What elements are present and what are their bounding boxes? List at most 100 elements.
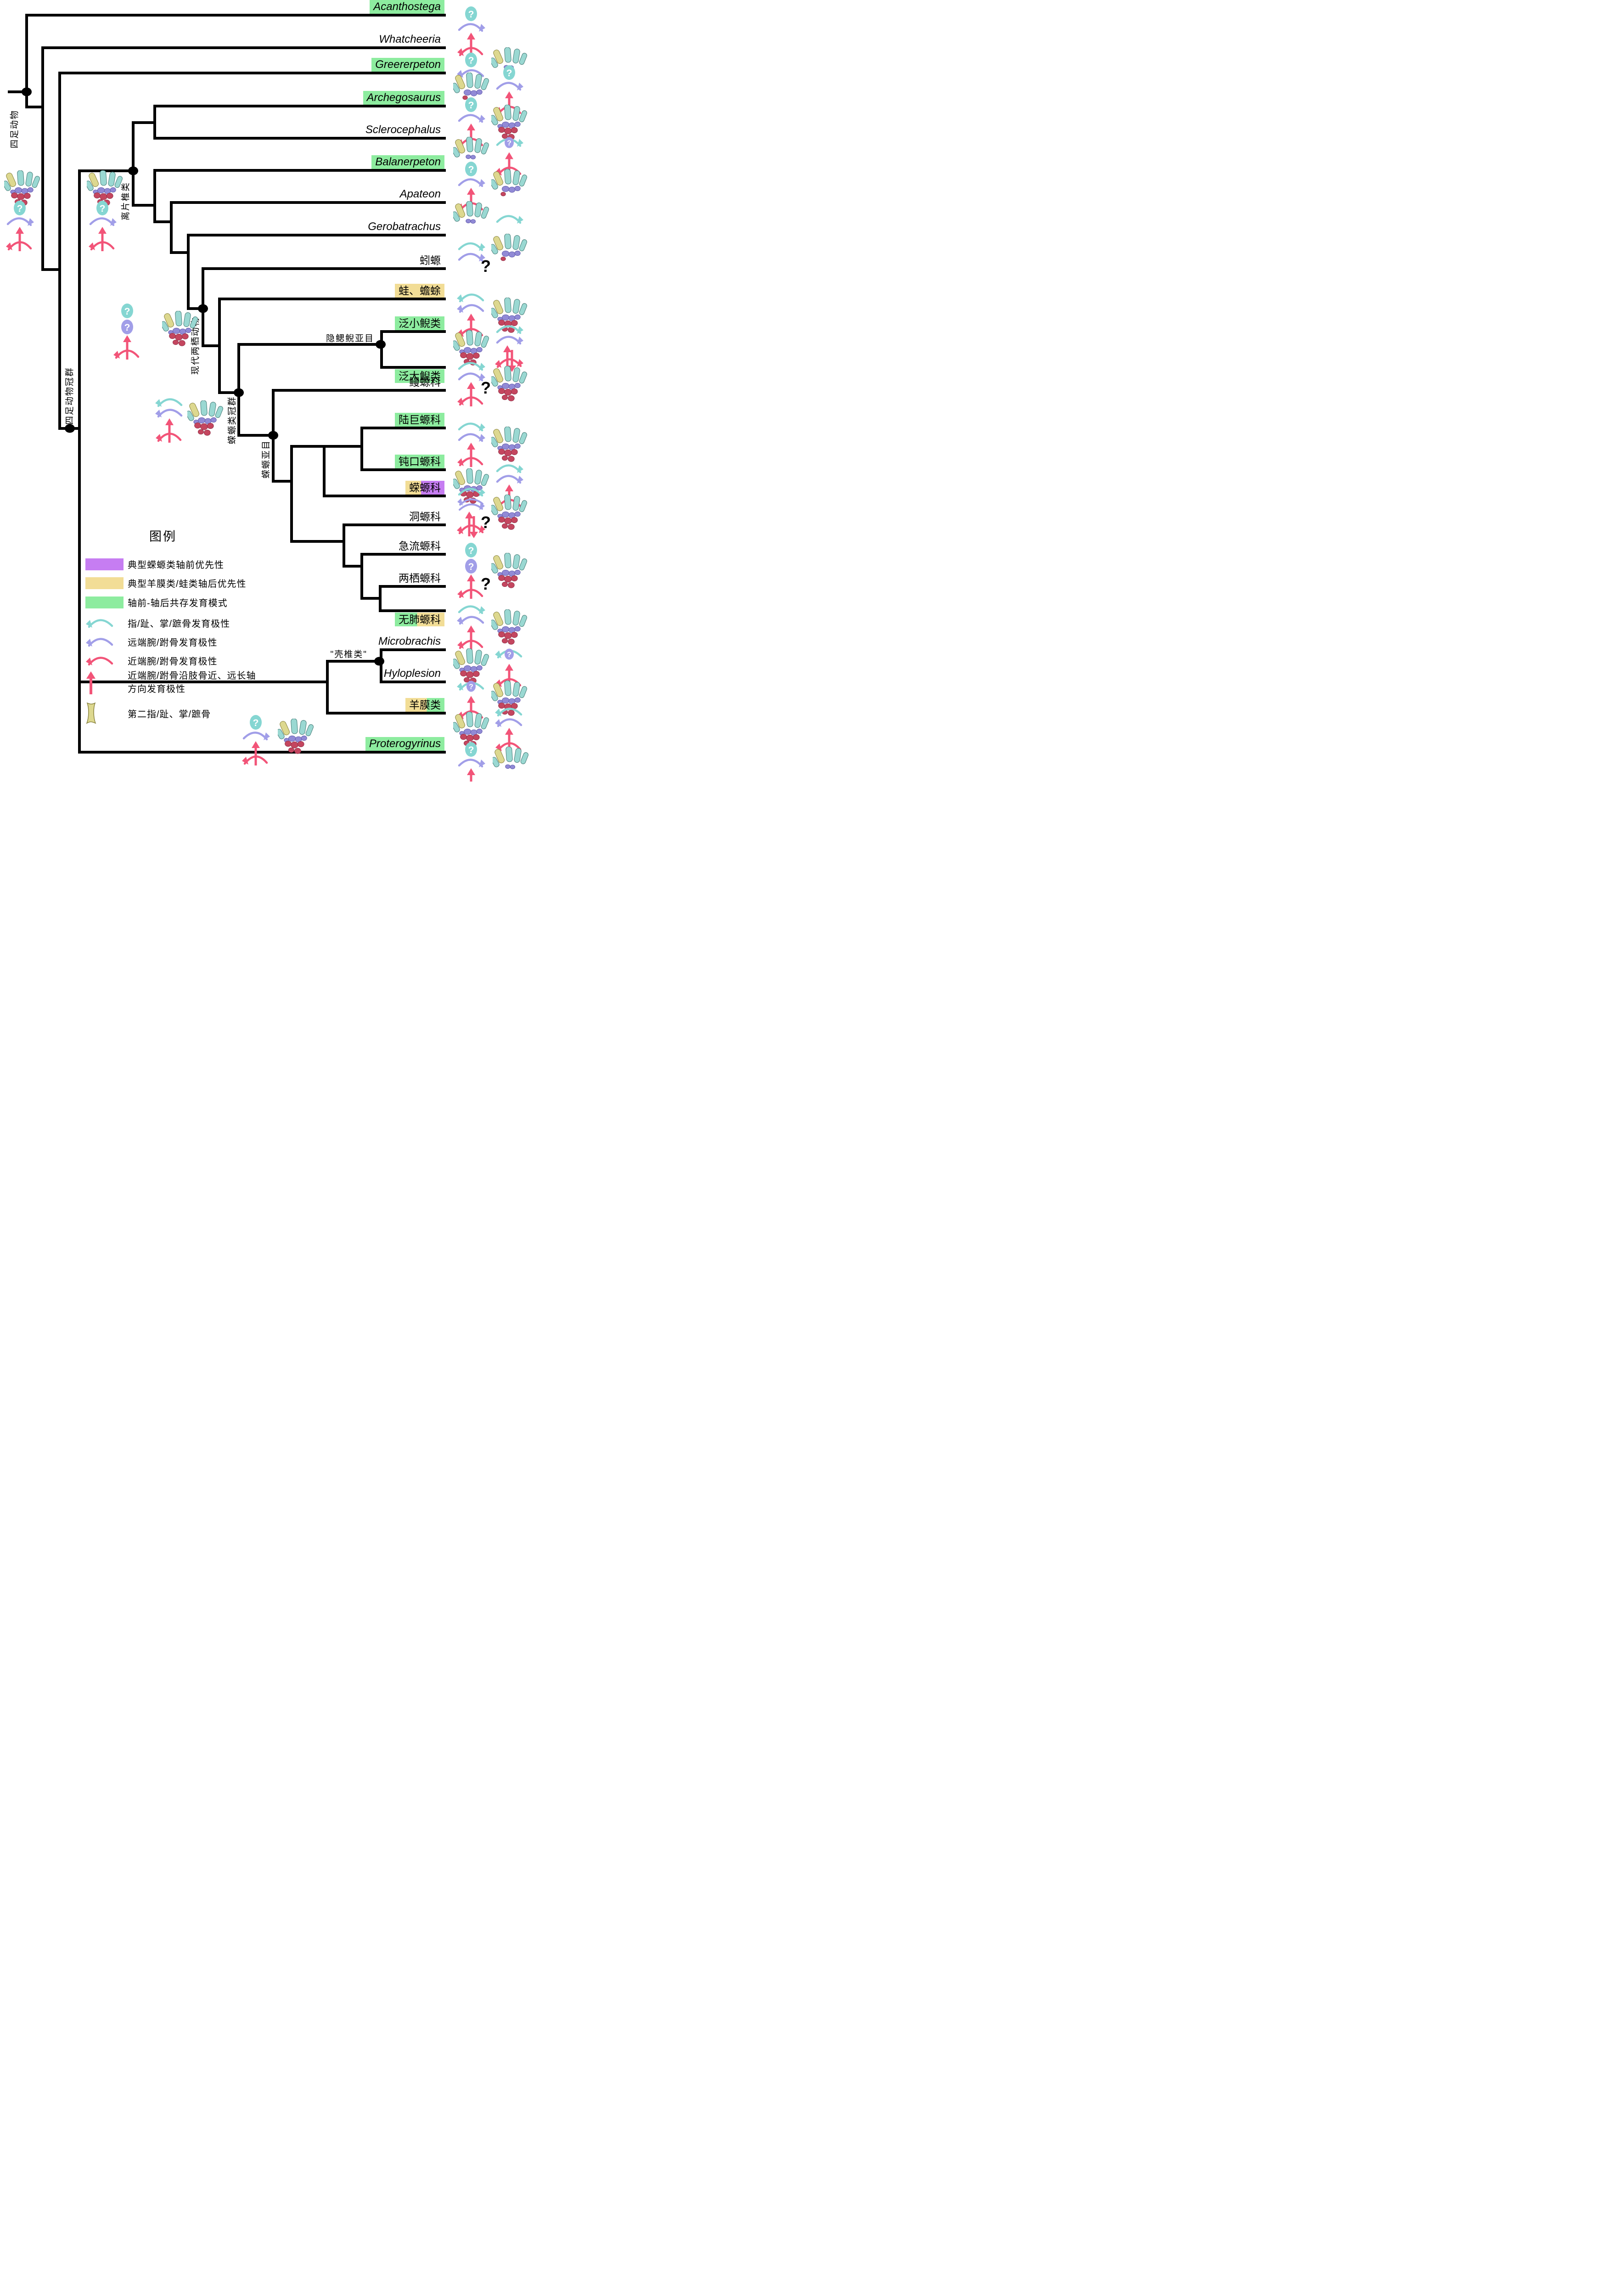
legend-item-label: 指/趾、掌/蹠骨发育极性 (128, 619, 230, 629)
limb-bones-icon (491, 681, 527, 716)
polarity-arrows-icon (155, 397, 184, 443)
taxon-label-rhyacotritonidae: 急流螈科 (399, 540, 441, 552)
polarity-arrows-icon (494, 214, 524, 224)
taxon-label-salamandridae: 蝾螈科 (405, 481, 444, 495)
limb-bones-icon (453, 648, 489, 684)
polarity-arrows-icon: ? (456, 6, 486, 57)
polarity-arrows-icon: ? (456, 52, 486, 79)
polarity-arrows-icon (456, 604, 486, 650)
legend-item-label: 远端腕/跗骨发育极性 (128, 638, 218, 648)
limb-bones-icon (491, 234, 527, 270)
svg-text:?: ? (468, 562, 474, 572)
purple-swatch-icon (85, 558, 128, 570)
legend-item: 第二指/趾、掌/蹠骨 (85, 702, 211, 725)
polarity-arrows-icon (456, 422, 486, 467)
taxon-label-apateon: Apateon (399, 188, 441, 200)
taxon-label-sclerocephalus: Sclerocephalus (365, 124, 441, 136)
legend-item: 远端腕/跗骨发育极性 (85, 635, 218, 648)
legend-item: 典型羊膜类/蛙类轴后优先性 (85, 576, 247, 590)
legend-item: 近端腕/跗骨发育极性 (85, 654, 218, 667)
taxon-label-ambystomatidae: 钝口螈科 (395, 455, 444, 468)
taxon-label-pan-hynobiids: 泛小鲵类 (395, 316, 444, 330)
taxon-label-acanthostega: Acanthostega (370, 0, 444, 14)
svg-text:?: ? (124, 322, 130, 333)
taxon-label-gerobatrachus: Gerobatrachus (368, 220, 441, 233)
taxon-label-frogs-toads: 蛙、蟾蜍 (395, 284, 444, 298)
limb-bones-icon (453, 330, 489, 366)
clade-label-urodele-crown: 蝾螈类冠群 (227, 396, 237, 445)
green-swatch-icon (85, 596, 128, 608)
second-digit-bone-icon (85, 702, 128, 725)
polarity-arrows-icon: ? (456, 742, 486, 782)
taxon-label-balanerpeton: Balanerpeton (371, 155, 444, 169)
legend-item: 近端腕/跗骨沿肢骨近、远长轴 方向发育极性 (85, 670, 256, 696)
yellow-swatch-icon (85, 577, 128, 589)
taxon-label-archegosaurus: Archegosaurus (363, 91, 444, 105)
svg-text:?: ? (507, 651, 511, 659)
svg-text:?: ? (469, 683, 473, 691)
svg-text:?: ? (124, 306, 130, 317)
polarity-arrows-icon: ?? (456, 542, 486, 599)
legend-title: 图例 (149, 529, 177, 544)
pink-arc-arrow-icon (85, 656, 128, 666)
cyan-arc-arrow-icon (85, 618, 128, 628)
svg-text:?: ? (468, 745, 474, 755)
limb-bones-icon (187, 400, 223, 436)
question-mark: ? (481, 257, 491, 276)
legend-item-label: 第二指/趾、掌/蹠骨 (128, 709, 211, 720)
polarity-arrows-icon (494, 707, 524, 753)
polarity-arrows-icon (456, 242, 486, 262)
limb-bones-icon (278, 719, 314, 754)
limb-bones-icon (491, 553, 527, 589)
limb-bones-icon (87, 170, 123, 206)
clade-label-salamandroidea: 蝾螈亚目 (261, 439, 271, 479)
question-mark: ? (481, 574, 491, 593)
polarity-arrows-icon (456, 487, 486, 538)
limb-bones-icon (491, 169, 527, 205)
node-dot-salamandroidea (268, 431, 278, 440)
polarity-arrows-icon: ? (5, 200, 34, 252)
legend-item: 轴前-轴后共存发育模式 (85, 596, 228, 609)
polarity-arrows-icon (456, 361, 486, 407)
taxon-label-amniotes: 羊膜类 (405, 698, 444, 712)
limb-bones-icon (491, 495, 527, 530)
limb-bones-icon (491, 609, 527, 645)
pink-up-arrow-icon (85, 671, 128, 694)
taxon-label-hyloplesion: Hyloplesion (383, 667, 441, 680)
limb-bones-icon (491, 427, 527, 462)
purple-arc-arrow-icon (85, 637, 128, 647)
polarity-arrows-icon (494, 324, 524, 372)
node-dot-lissamphibia (198, 304, 208, 313)
polarity-arrows-icon: ? (241, 715, 270, 766)
polarity-arrows-icon: ? (494, 644, 524, 689)
polarity-arrows-icon: ?? (112, 303, 142, 360)
clade-label-cryptobranchoidea: 隐鳃鲵亚目 (326, 334, 374, 343)
legend-item-label: 轴前-轴后共存发育模式 (128, 598, 228, 608)
taxon-label-dicamptodontidae: 陆巨螈科 (395, 413, 444, 427)
svg-text:?: ? (468, 56, 474, 66)
polarity-arrows-icon: ? (88, 200, 117, 252)
limb-bones-icon (453, 137, 489, 173)
limb-bones-icon (162, 311, 198, 347)
svg-text:?: ? (468, 164, 474, 175)
question-mark: ? (481, 378, 491, 397)
clade-label-lepospondyli: "壳椎类" (330, 650, 367, 659)
limb-bones-icon (493, 747, 528, 782)
legend-item-label: 近端腕/跗骨发育极性 (128, 657, 218, 667)
limb-bones-icon (453, 712, 489, 748)
node-dot-tetrapoda (22, 87, 32, 96)
polarity-arrows-icon (456, 293, 486, 338)
taxon-label-microbrachis: Microbrachis (378, 635, 441, 647)
limb-bones-icon (491, 105, 527, 141)
taxon-label-proterogyrinus: Proterogyrinus (365, 737, 444, 751)
limb-bones-icon (453, 201, 489, 237)
svg-text:?: ? (17, 203, 23, 214)
taxon-label-plethodontidae: 无肺螈科 (395, 613, 444, 626)
phylogeny-figure: 四足动物 离片椎类 现代两栖动物 四足动物冠群 蝾螈类冠群 蝾螈亚目 隐鳃鲵亚目… (0, 0, 536, 782)
svg-text:?: ? (507, 140, 511, 147)
polarity-arrows-icon: ? (494, 133, 524, 177)
svg-text:?: ? (468, 546, 474, 556)
node-dot-lepospondyli (374, 657, 384, 666)
legend-item-label: 典型羊膜类/蛙类轴后优先性 (128, 579, 247, 589)
question-mark: ? (481, 513, 491, 532)
